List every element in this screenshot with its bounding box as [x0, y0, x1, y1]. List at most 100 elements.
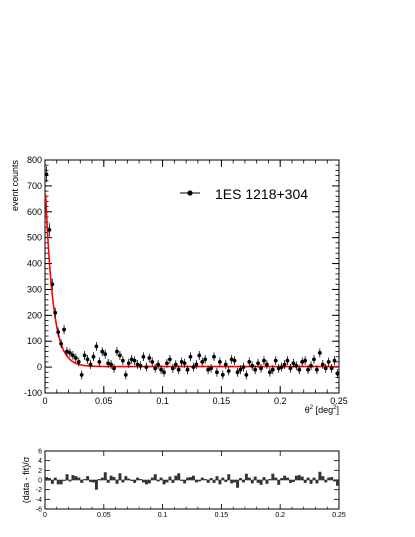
residual-bar [294, 475, 298, 480]
y-tick-label: 700 [27, 181, 42, 191]
residual-bar [239, 478, 242, 480]
residual-y-tick-label: 2 [38, 468, 42, 475]
residual-plot: -6 -4 -2 0 2 4 6 0 0.05 0.1 0.15 0.2 0.25 (data - fi… [21, 449, 346, 520]
residual-bar [303, 480, 307, 483]
data-point [59, 341, 64, 346]
residual-bar [103, 472, 107, 480]
residual-bar [306, 477, 310, 480]
data-point [200, 360, 205, 364]
residual-bar [289, 480, 292, 483]
data-point [50, 282, 55, 287]
data-point [88, 362, 93, 367]
data-points [44, 166, 340, 380]
residual-bar [330, 477, 334, 480]
data-point [317, 350, 322, 355]
data-point [306, 367, 310, 372]
y-tick-label: -100 [24, 388, 42, 398]
residual-bar [200, 477, 204, 480]
data-point [182, 361, 187, 366]
residual-bar [47, 478, 51, 480]
data-point [53, 310, 58, 315]
data-point [144, 365, 149, 370]
residual-bar [97, 479, 101, 480]
residual-bar [253, 476, 257, 480]
data-point [300, 360, 305, 364]
y-tick-label: 500 [27, 233, 42, 243]
data-point [188, 354, 193, 359]
data-point [267, 370, 272, 375]
x-tick-label: 0.15 [213, 396, 231, 406]
residual-bar [109, 475, 113, 480]
residual-bar [315, 480, 319, 484]
residual-bar [297, 475, 301, 480]
data-point [70, 353, 75, 358]
data-point [194, 362, 199, 367]
residual-bar [192, 475, 195, 480]
data-point [132, 358, 137, 363]
data-point [226, 369, 231, 373]
data-point [229, 357, 234, 362]
residual-bar [156, 480, 160, 482]
residual-bar [150, 477, 154, 480]
x-tick-label: 0.25 [330, 396, 348, 406]
data-point [285, 358, 290, 363]
data-point [185, 367, 190, 372]
fit-line [44, 193, 339, 368]
residual-bar [147, 480, 151, 484]
data-point [165, 361, 169, 366]
data-point [44, 172, 49, 177]
data-point [206, 367, 211, 372]
residual-bar [291, 480, 295, 482]
residual-bar [50, 480, 54, 484]
y-tick-label: 200 [27, 310, 42, 320]
data-point [294, 363, 299, 368]
data-point [79, 372, 84, 377]
residual-bar [247, 477, 251, 480]
data-point [129, 357, 134, 362]
data-point [247, 360, 252, 364]
data-point [170, 366, 175, 371]
residual-bar [130, 480, 134, 481]
data-point [197, 353, 202, 358]
legend: 1ES 1218+304 [180, 186, 308, 202]
data-point [303, 358, 308, 363]
residual-bar [274, 477, 278, 480]
residual-bar [209, 478, 213, 480]
residual-bar [256, 480, 260, 483]
residual-bar [94, 480, 98, 490]
residual-bars [45, 471, 339, 490]
data-point [265, 362, 269, 367]
data-point [215, 370, 219, 375]
data-point [329, 366, 334, 371]
residual-bar [224, 480, 228, 482]
residual-bar [241, 480, 245, 483]
residual-bar [333, 480, 337, 482]
data-point [123, 372, 128, 377]
data-point [217, 360, 222, 364]
residual-bar [65, 474, 69, 480]
data-point [314, 367, 319, 372]
residual-bar [127, 478, 131, 480]
residual-bar [89, 480, 93, 482]
residual-bar [83, 479, 87, 480]
data-point [167, 357, 172, 362]
data-point [109, 362, 113, 367]
residual-bar [318, 471, 322, 480]
data-point [56, 330, 61, 335]
residual-y-tick-label: 0 [38, 478, 42, 485]
data-point [179, 360, 184, 364]
residual-bar [286, 477, 290, 480]
residual-bar [45, 477, 48, 480]
data-point [273, 358, 278, 363]
data-point [85, 357, 90, 362]
residual-x-tick-label: 0.15 [215, 512, 229, 519]
main-plot-frame [44, 159, 340, 394]
residual-bar [277, 480, 281, 485]
residual-bar [300, 476, 304, 480]
data-point [112, 366, 116, 371]
residual-bar [121, 480, 125, 483]
residual-bar [80, 480, 84, 483]
data-point [65, 349, 69, 354]
data-point [91, 354, 96, 359]
